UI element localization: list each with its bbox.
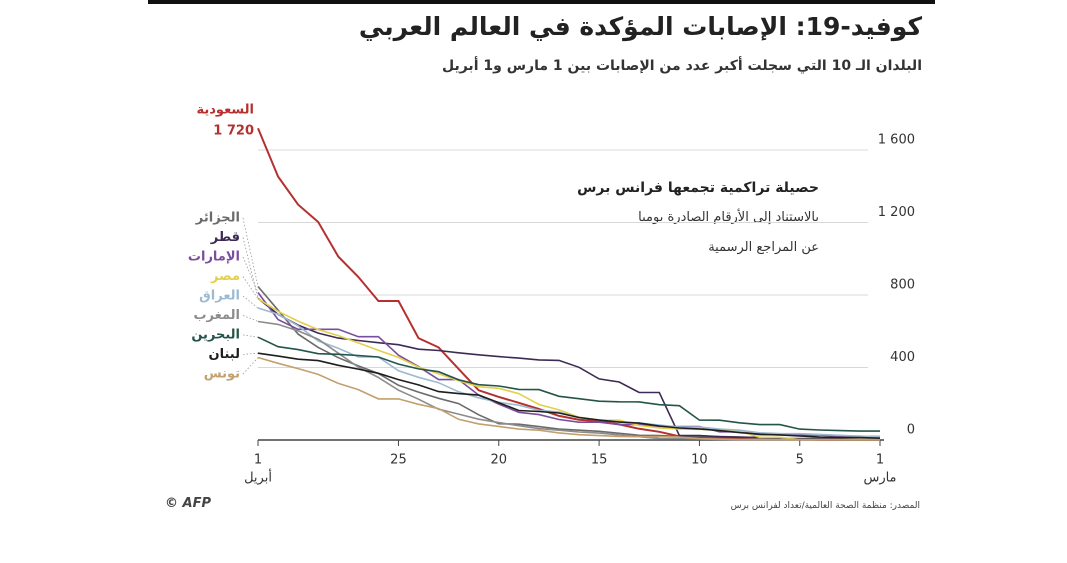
leader-line xyxy=(242,237,259,299)
series-line xyxy=(257,352,881,439)
source: المصدر: منظمة الصحة العالمية/تعداد لفران… xyxy=(730,501,920,511)
y-tick-label: 800 xyxy=(890,278,915,293)
x-tick-label: 25 xyxy=(390,453,407,468)
x-month-label: مارس xyxy=(863,471,896,486)
legend-label: لبنان xyxy=(209,347,240,362)
annotation: حصيلة تراكمية تجمعها فرانس برس xyxy=(577,180,819,196)
x-tick-label: 5 xyxy=(796,453,804,468)
legend-label: قطر xyxy=(210,230,240,245)
leader-line xyxy=(242,315,259,322)
legend-label: مصر xyxy=(210,269,240,284)
y-tick-label: 0 xyxy=(907,423,915,438)
x-tick-label: 10 xyxy=(691,453,708,468)
logo: © AFP xyxy=(165,496,211,511)
x-tick-label: 1 xyxy=(876,453,884,468)
legend-label: العراق xyxy=(199,289,240,304)
x-tick-label: 20 xyxy=(491,453,508,468)
leader-line xyxy=(242,357,259,375)
x-month-label: أبريل xyxy=(244,469,272,486)
leader-line xyxy=(242,217,259,287)
chart-subtitle: البلدان الـ 10 التي سجلت أكبر عدد من الإ… xyxy=(441,58,922,74)
y-tick-label: 1 200 xyxy=(878,205,915,220)
data-label: 1 720 xyxy=(213,124,254,139)
series-line xyxy=(257,298,880,441)
leader-line xyxy=(242,276,259,300)
x-tick-label: 1 xyxy=(254,453,262,468)
legend-label: البحرين xyxy=(191,328,240,343)
chart-title: كوفيد-19: الإصابات المؤكدة في العالم الع… xyxy=(358,12,922,41)
leader-line xyxy=(242,256,259,293)
legend-label: المغرب xyxy=(193,308,240,323)
legend-label: الجزائر xyxy=(195,211,240,226)
series-line xyxy=(257,336,880,432)
legend-label: تونس xyxy=(204,367,240,382)
series-line xyxy=(257,297,881,441)
top-rule xyxy=(148,0,935,4)
annotation: بالاستناد إلى الأرقام الصادرة يوميا xyxy=(638,210,819,225)
legend-label: السعودية xyxy=(197,103,255,118)
legend-label: الإمارات xyxy=(188,250,240,265)
y-tick-label: 400 xyxy=(890,350,915,365)
leader-line xyxy=(242,352,259,355)
leader-line xyxy=(242,334,259,338)
x-tick-label: 15 xyxy=(591,453,608,468)
y-tick-label: 1 600 xyxy=(878,133,915,148)
leader-line xyxy=(242,295,259,309)
series-line xyxy=(257,356,881,441)
series-line xyxy=(257,127,881,441)
annotation: عن المراجع الرسمية xyxy=(708,240,819,255)
